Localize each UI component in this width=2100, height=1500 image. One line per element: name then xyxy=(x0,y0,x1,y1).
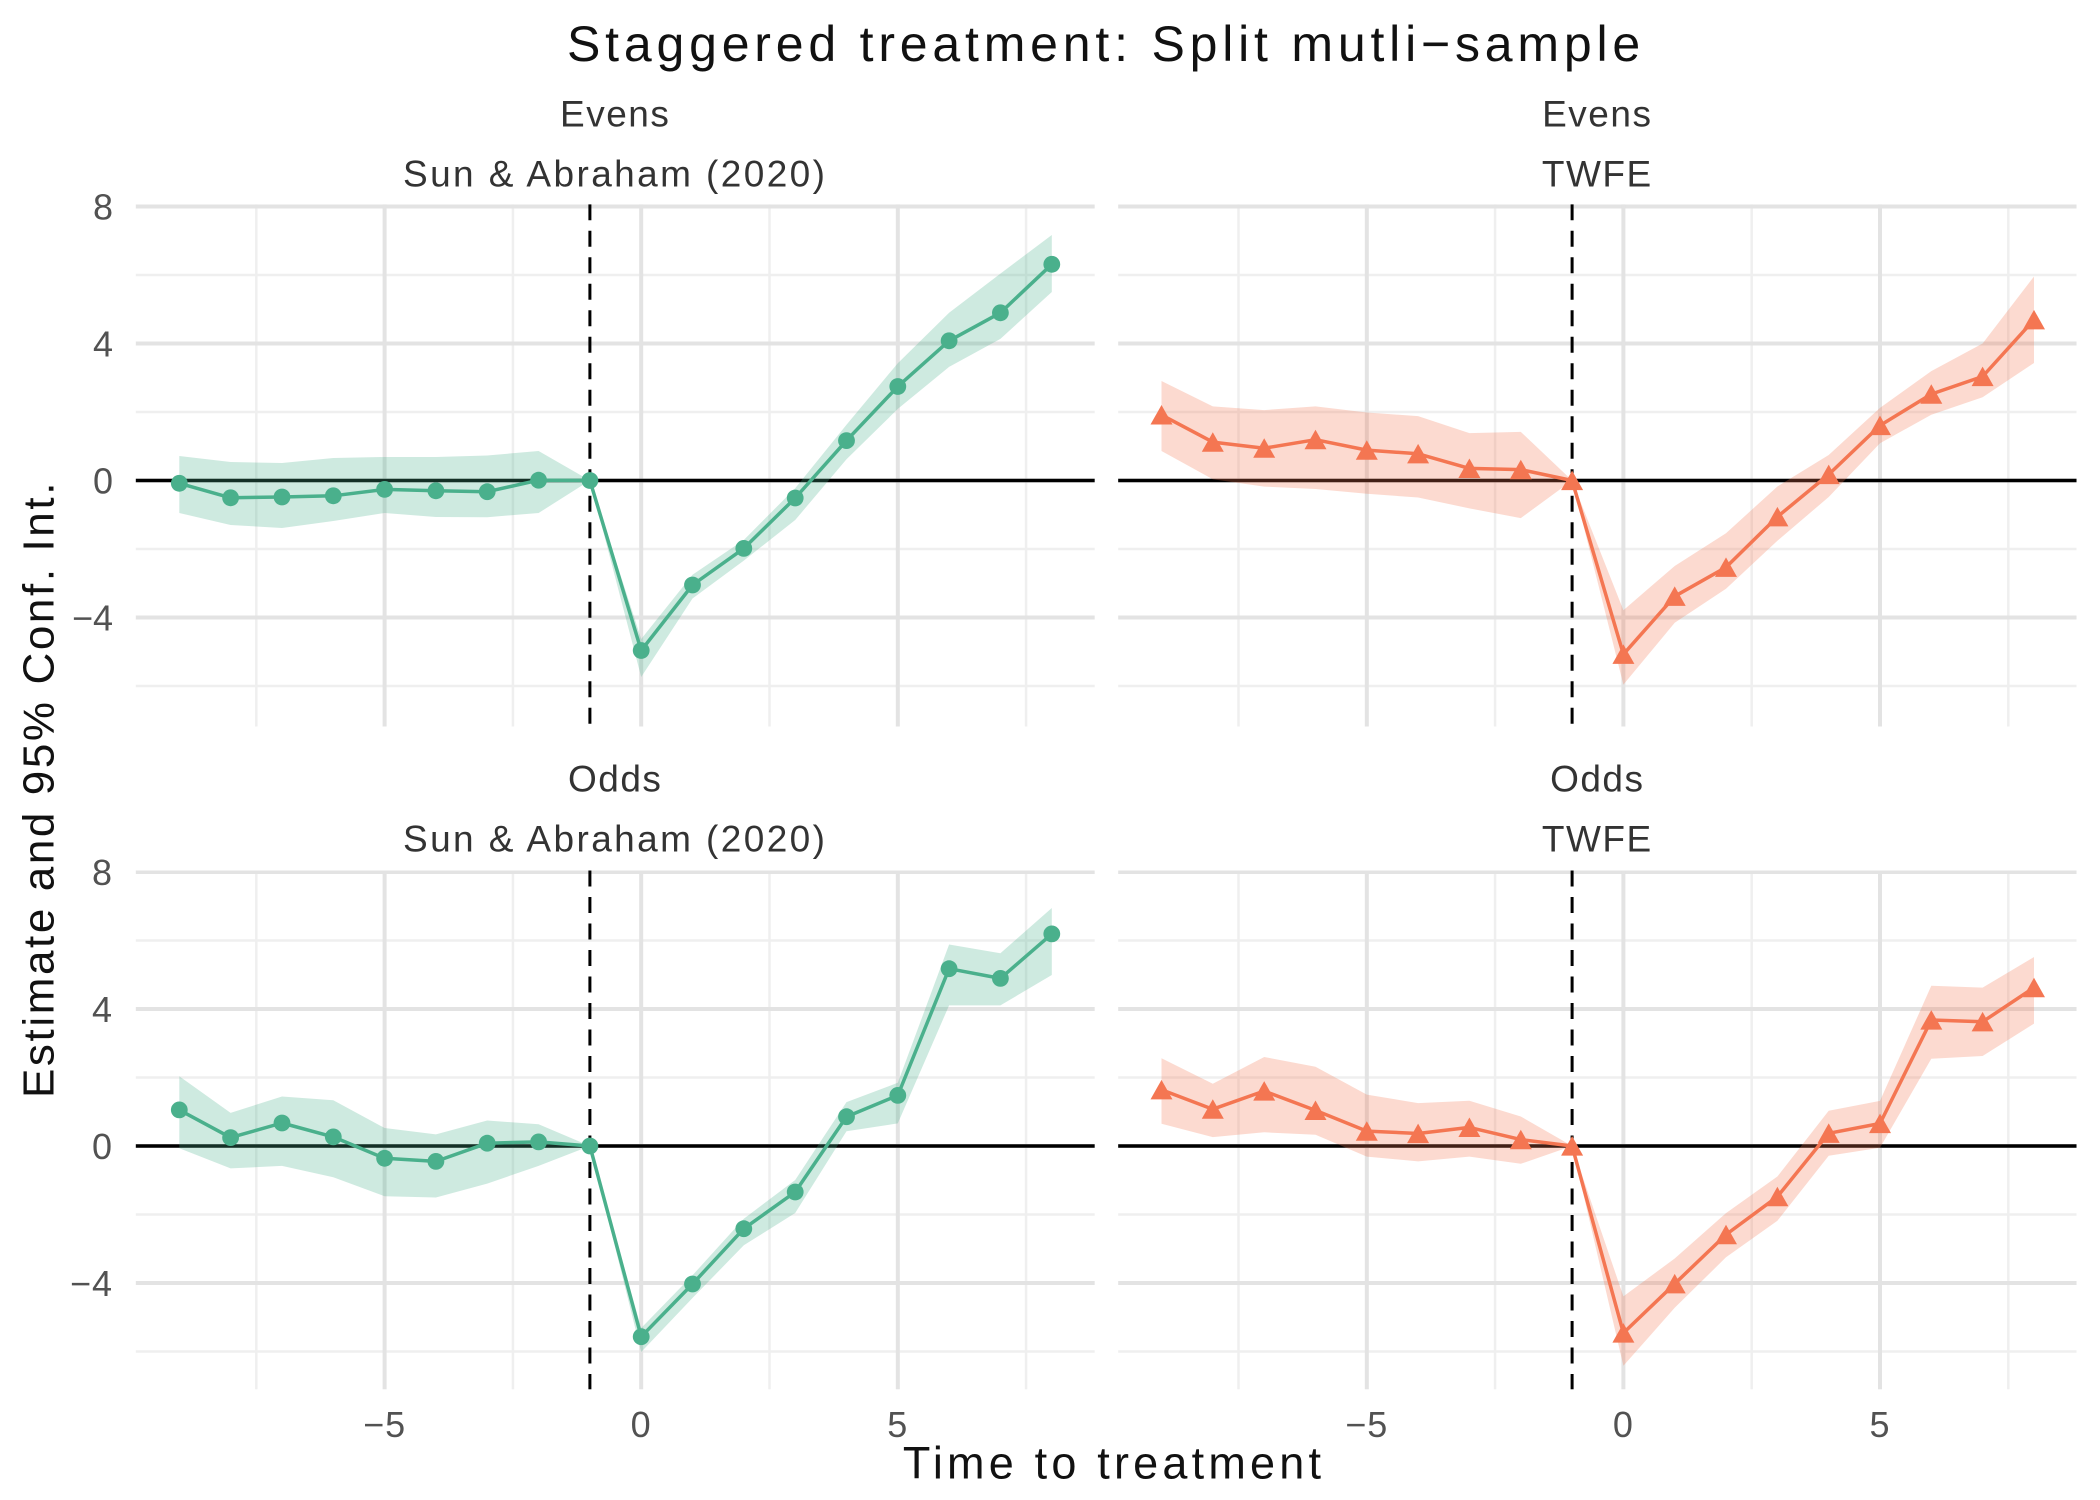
svg-text:Evens: Evens xyxy=(560,94,670,135)
svg-text:Time to treatment: Time to treatment xyxy=(903,1438,1325,1489)
svg-text:Odds: Odds xyxy=(568,759,662,800)
svg-text:0: 0 xyxy=(631,1404,652,1445)
svg-text:TWFE: TWFE xyxy=(1542,153,1653,194)
svg-text:Sun & Abraham (2020): Sun & Abraham (2020) xyxy=(403,819,827,860)
svg-text:0: 0 xyxy=(1613,1404,1634,1445)
svg-text:Sun & Abraham (2020): Sun & Abraham (2020) xyxy=(403,153,827,194)
svg-text:−5: −5 xyxy=(363,1404,406,1445)
svg-text:Evens: Evens xyxy=(1542,94,1652,135)
svg-text:Estimate and 95% Conf. Int.: Estimate and 95% Conf. Int. xyxy=(15,480,64,1098)
svg-text:TWFE: TWFE xyxy=(1542,819,1653,860)
svg-text:0: 0 xyxy=(92,1126,113,1167)
svg-text:−4: −4 xyxy=(70,1263,113,1304)
svg-text:Staggered treatment: Split mut: Staggered treatment: Split mutli−sample xyxy=(567,16,1645,72)
svg-text:5: 5 xyxy=(887,1404,908,1445)
svg-text:5: 5 xyxy=(1869,1404,1890,1445)
svg-text:4: 4 xyxy=(93,324,113,365)
svg-text:0: 0 xyxy=(93,461,113,502)
svg-text:4: 4 xyxy=(92,989,113,1030)
svg-text:−4: −4 xyxy=(72,598,113,639)
svg-text:Odds: Odds xyxy=(1550,759,1644,800)
svg-text:8: 8 xyxy=(92,852,113,893)
svg-text:8: 8 xyxy=(93,187,113,228)
svg-text:−5: −5 xyxy=(1345,1404,1388,1445)
